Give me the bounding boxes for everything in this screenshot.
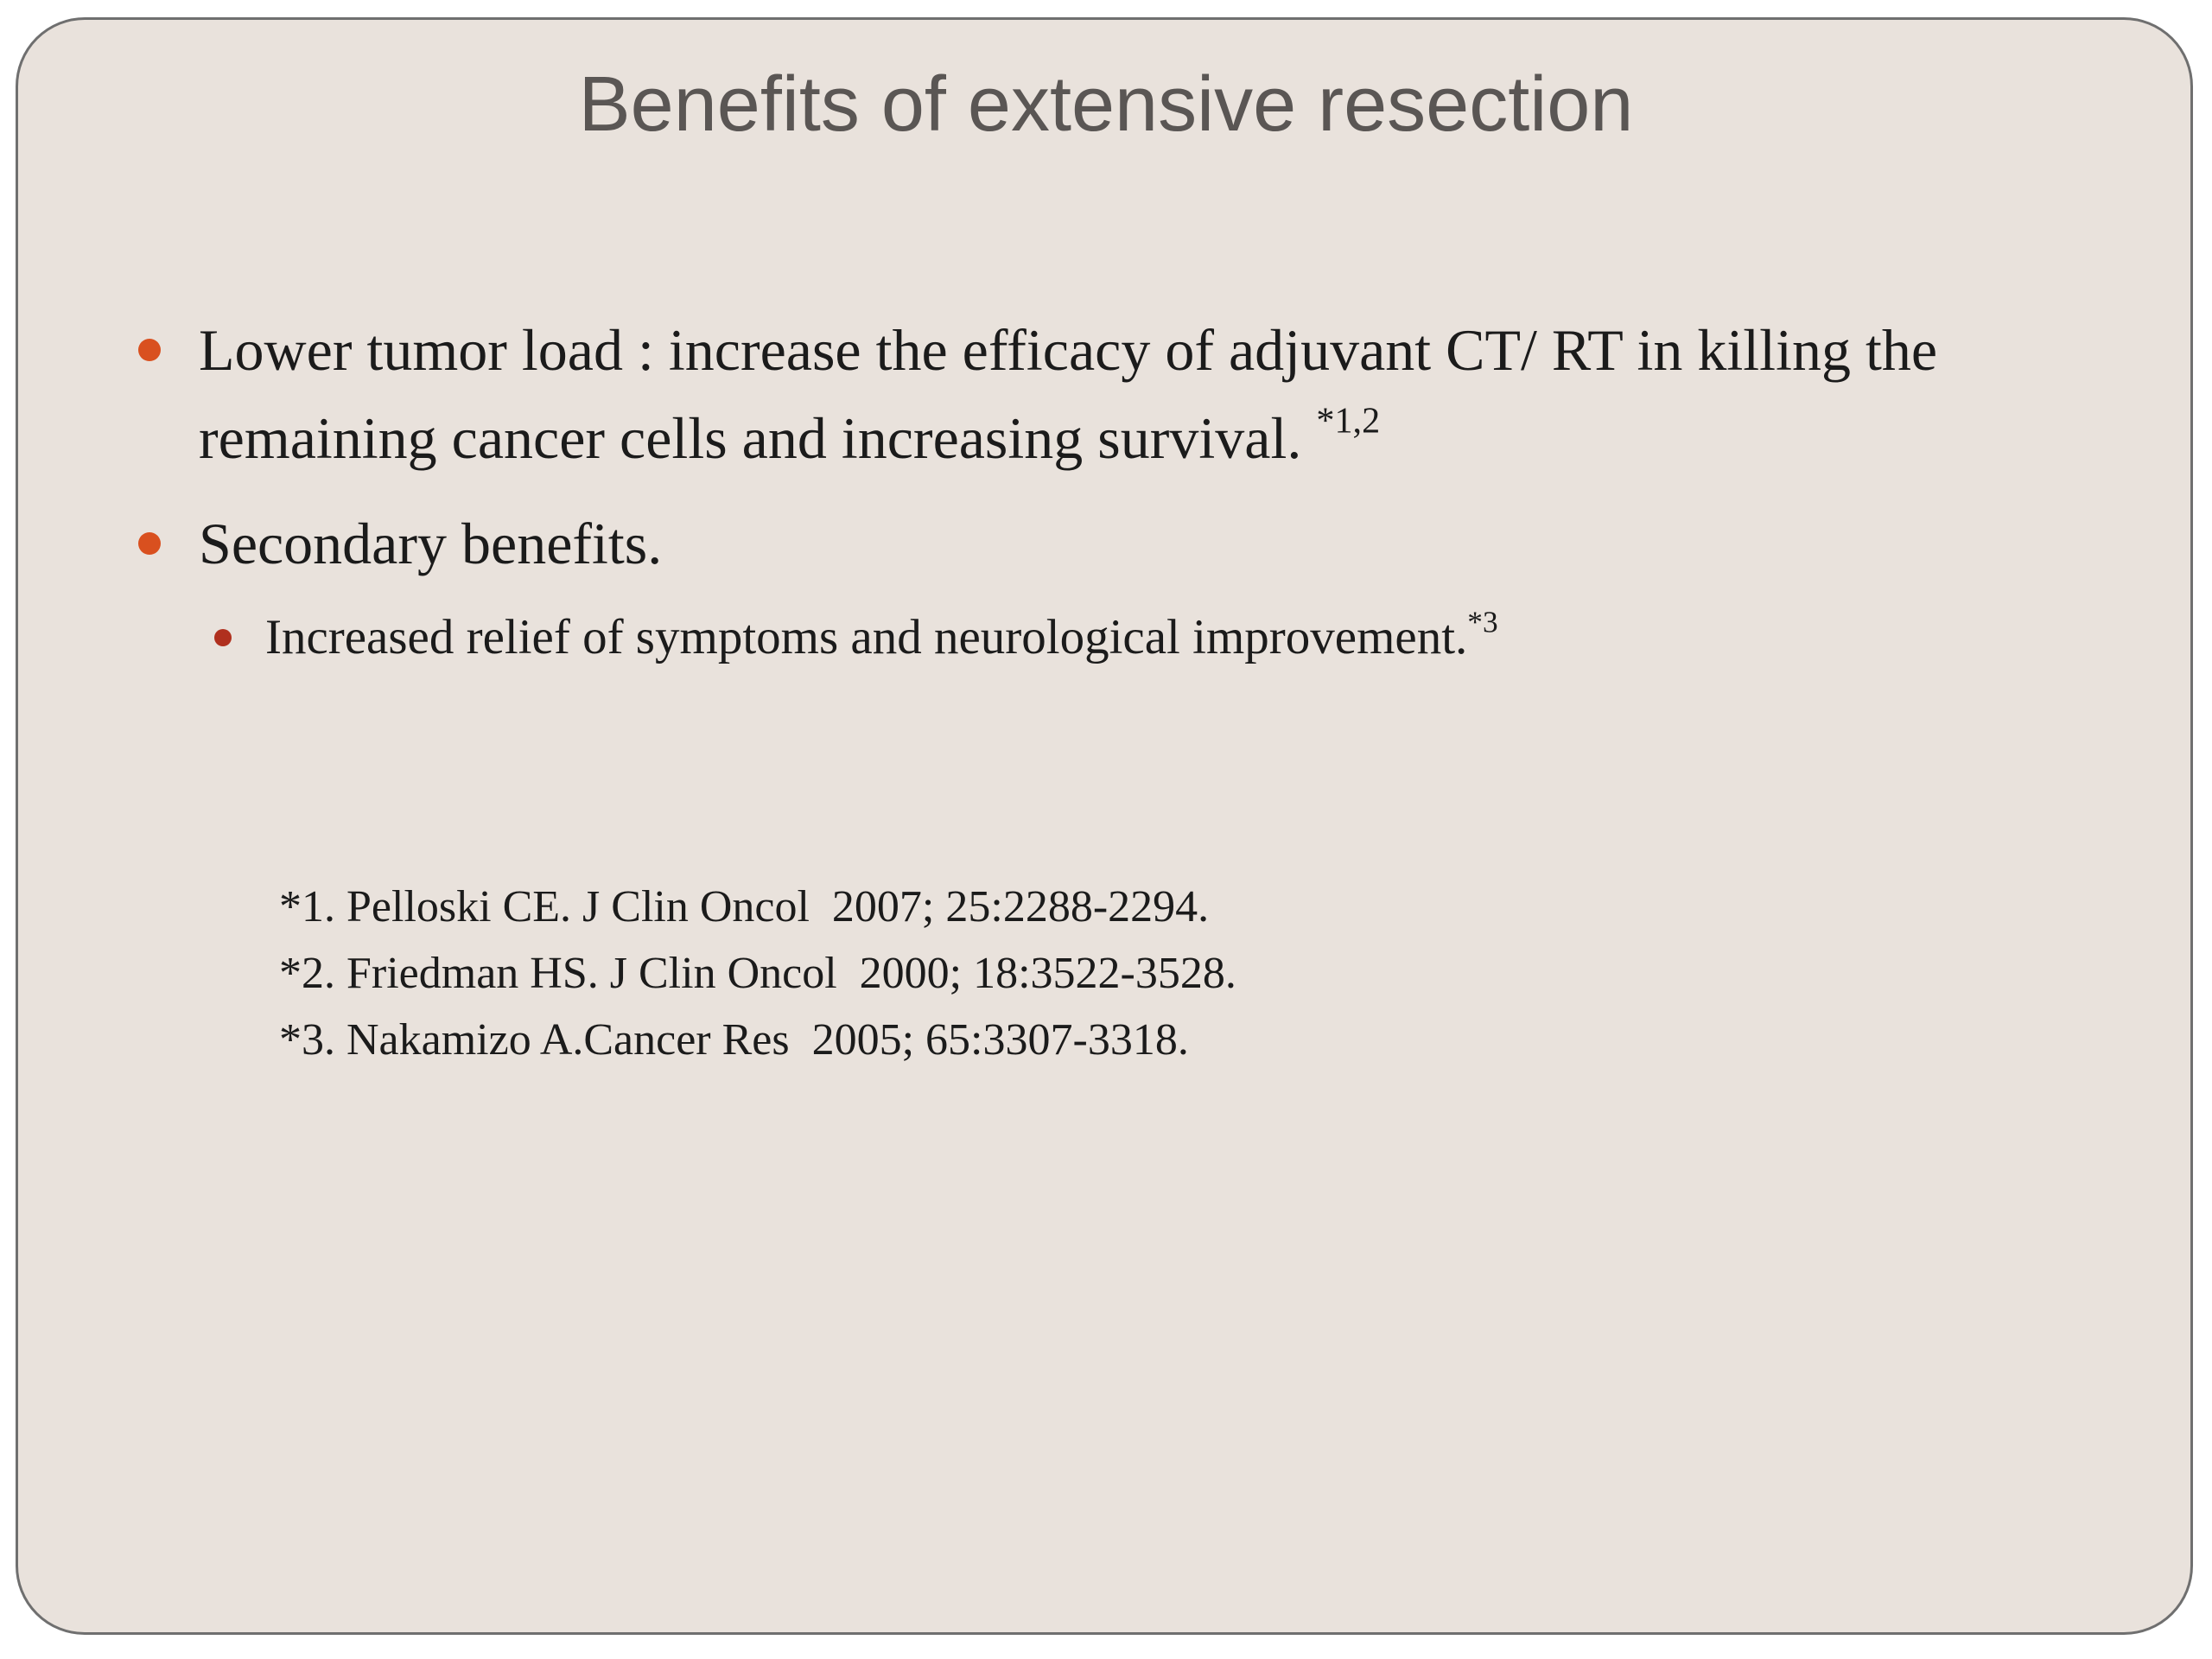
bullet-text: Secondary benefits.: [199, 511, 663, 576]
slide: [16, 17, 2193, 1635]
sub-bullet-dot: [214, 629, 232, 646]
bullet: Lower tumor load : increase the efficacy…: [199, 306, 2074, 482]
citation: *3: [1467, 605, 1498, 639]
bullet-dot: [138, 339, 161, 361]
sub-bullet: Increased relief of symptoms and neurolo…: [265, 603, 2080, 672]
bullet-dot: [138, 532, 161, 555]
slide-title: Benefits of extensive resection: [578, 61, 1634, 148]
bullet-text: Lower tumor load : increase the efficacy…: [199, 317, 1938, 471]
reference: *1. Pelloski CE. J Clin Oncol 2007; 25:2…: [279, 882, 1210, 931]
reference: *3. Nakamizo A.Cancer Res 2005; 65:3307-…: [279, 1015, 1189, 1065]
reference: *2. Friedman HS. J Clin Oncol 2000; 18:3…: [279, 949, 1236, 998]
citation: *1,2: [1316, 400, 1381, 442]
sub-bullet-text: Increased relief of symptoms and neurolo…: [265, 610, 1468, 664]
bullet: Secondary benefits.: [199, 499, 2074, 588]
